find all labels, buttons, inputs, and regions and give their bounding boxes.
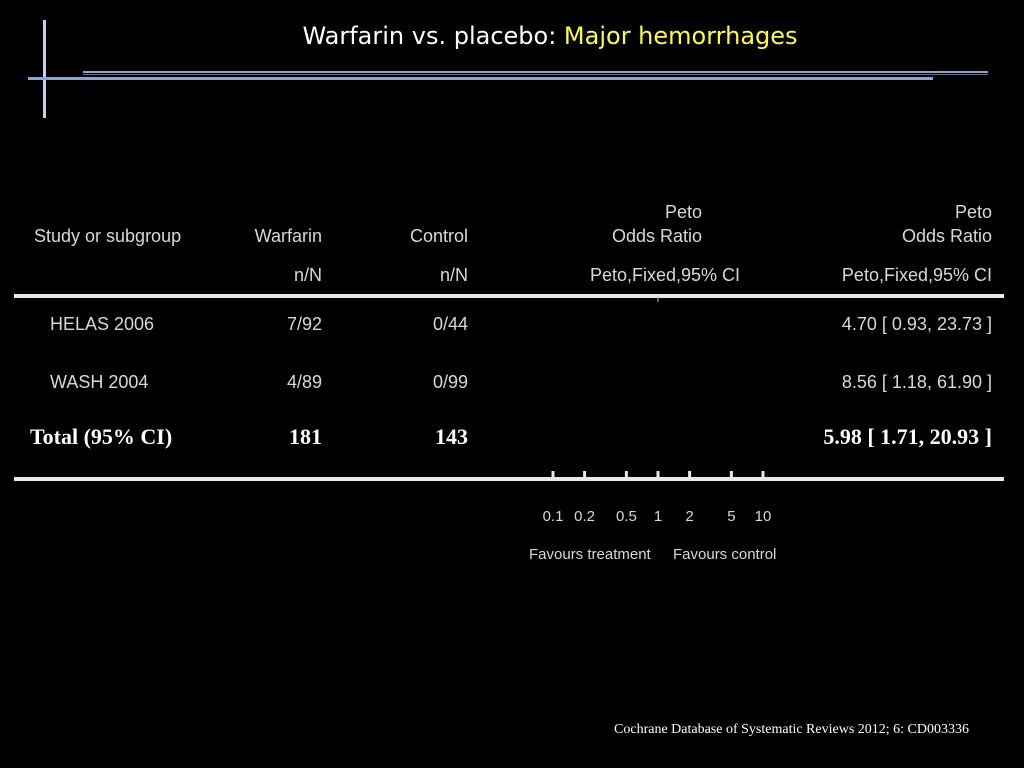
decorative-vertical-line [43, 20, 46, 118]
total-control: 143 [435, 424, 468, 449]
slide-title: Warfarin vs. placebo: Major hemorrhages [0, 22, 1024, 50]
favours-control-label: Favours control [673, 546, 777, 563]
axis-tick-label: 0.1 [543, 508, 564, 525]
header-or-text-mid: Odds Ratio [901, 226, 992, 246]
axis-tick-label: 5 [727, 508, 735, 525]
decorative-horizontal-line [83, 71, 988, 73]
title-highlight: Major hemorrhages [563, 22, 798, 50]
header-warfarin-sub: n/N [293, 265, 322, 285]
total-or: 5.98 [ 1.71, 20.93 ] [823, 424, 992, 449]
decorative-horizontal-line [83, 74, 988, 75]
total-label: Total (95% CI) [30, 424, 173, 449]
row-study-name: HELAS 2006 [50, 314, 155, 334]
header-or-text-top: Peto [954, 202, 992, 222]
header-or-plot-sub: Peto,Fixed,95% CI [589, 265, 741, 285]
header-control-sub: n/N [439, 265, 468, 285]
row-warfarin: 7/92 [286, 314, 322, 334]
favours-treatment-label: Favours treatment [529, 546, 651, 563]
header-control: Control [409, 226, 468, 246]
header-or-plot-top: Peto [664, 202, 702, 222]
axis-tick-label: 2 [685, 508, 693, 525]
row-or: 4.70 [ 0.93, 23.73 ] [841, 314, 992, 334]
table-top-rule [14, 294, 1004, 298]
row-study-name: WASH 2004 [50, 372, 149, 392]
axis-tick-label: 0.5 [616, 508, 637, 525]
total-warfarin: 181 [289, 424, 322, 449]
axis-tick-label: 10 [755, 508, 772, 525]
row-or: 8.56 [ 1.18, 61.90 ] [841, 372, 992, 392]
axis-tick-label: 0.2 [574, 508, 595, 525]
row-warfarin: 4/89 [286, 372, 322, 392]
row-control: 0/99 [432, 372, 468, 392]
table-bottom-rule [14, 477, 1004, 481]
header-or-plot-mid: Odds Ratio [611, 226, 702, 246]
axis-tick-label: 1 [654, 508, 662, 525]
citation: Cochrane Database of Systematic Reviews … [614, 722, 969, 737]
header-study: Study or subgroup [34, 226, 182, 246]
title-main: Warfarin vs. placebo: [302, 22, 564, 50]
decorative-horizontal-line [28, 77, 933, 80]
header-or-text-sub: Peto,Fixed,95% CI [841, 265, 992, 285]
row-control: 0/44 [432, 314, 468, 334]
header-warfarin: Warfarin [254, 226, 322, 246]
